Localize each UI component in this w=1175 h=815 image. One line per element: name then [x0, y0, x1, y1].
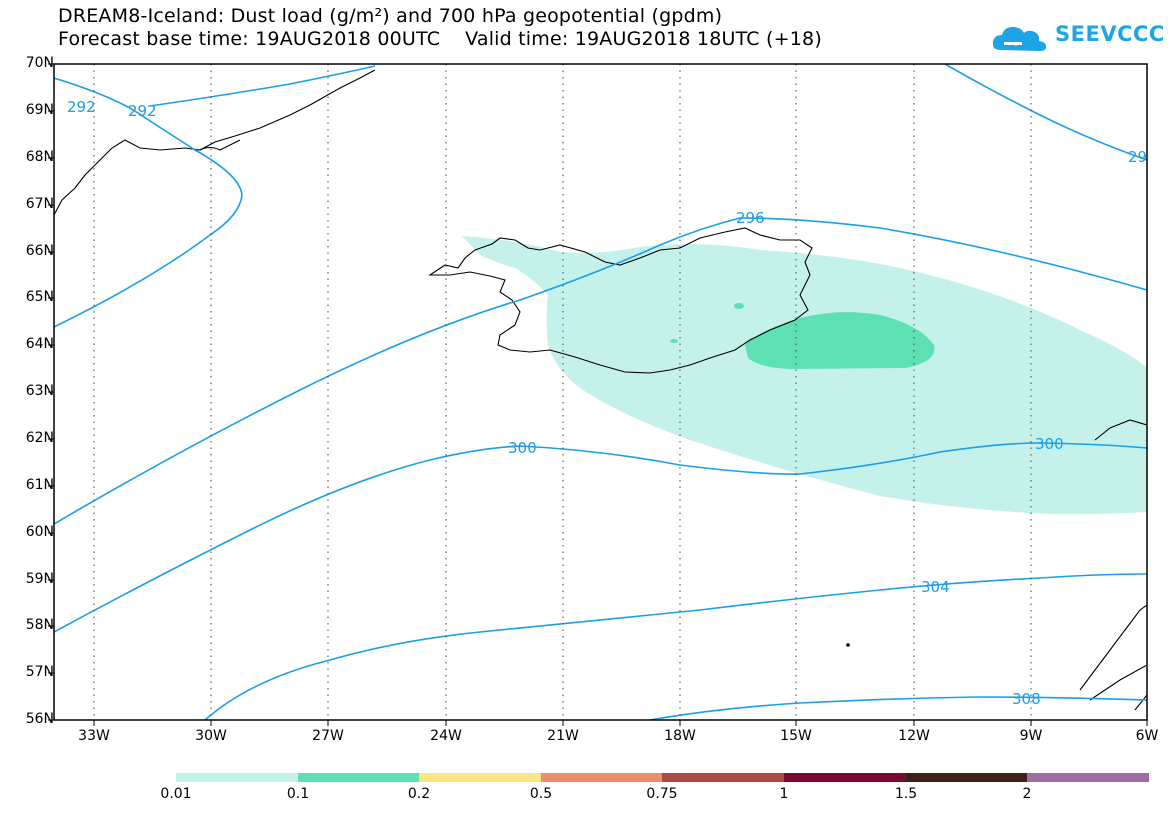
- grid-lines: [93, 64, 1032, 720]
- lon-label: 21W: [547, 728, 579, 744]
- lon-label: 15W: [780, 728, 812, 744]
- lat-label: 69N: [25, 102, 54, 118]
- contour-label-304: 304: [921, 578, 950, 596]
- lon-label: 9W: [1019, 728, 1043, 744]
- lon-label: 24W: [430, 728, 462, 744]
- lat-label: 68N: [25, 149, 54, 165]
- contour-label-292b: 292: [128, 102, 157, 120]
- dust-spot: [670, 339, 678, 343]
- lon-label: 6W: [1135, 728, 1159, 744]
- dust-region-mid: [745, 312, 935, 369]
- lon-label: 18W: [664, 728, 696, 744]
- lat-label: 67N: [25, 196, 54, 212]
- lat-label: 70N: [25, 55, 54, 71]
- colorbar-label: 0.2: [407, 786, 431, 802]
- logo-text: SEEVCCC: [1055, 22, 1165, 46]
- colorbar-label: 0.75: [646, 786, 678, 802]
- colorbar: [176, 773, 1149, 782]
- chart-subtitle: Forecast base time: 19AUG2018 00UTC Vali…: [58, 28, 822, 50]
- colorbar-label: 1: [779, 786, 789, 802]
- colorbar-label: 0.5: [529, 786, 553, 802]
- contour-label-29: 29: [1128, 148, 1147, 166]
- lon-label: 30W: [195, 728, 227, 744]
- lat-label: 63N: [25, 383, 54, 399]
- contour-label-308: 308: [1012, 690, 1041, 708]
- lat-label: 65N: [25, 289, 54, 305]
- lon-label: 27W: [312, 728, 344, 744]
- geopotential-contours: [54, 64, 1147, 720]
- lat-label: 56N: [25, 711, 54, 727]
- lat-label: 62N: [25, 430, 54, 446]
- colorbar-label: 0.01: [160, 786, 192, 802]
- cloud-logo-icon: [992, 27, 1047, 51]
- dust-spot: [734, 303, 744, 309]
- dust-region-low: [462, 236, 1147, 515]
- lat-label: 66N: [25, 243, 54, 259]
- lat-label: 64N: [25, 336, 54, 352]
- lat-label: 61N: [25, 477, 54, 493]
- coastline: [54, 69, 1147, 711]
- lon-label: 33W: [78, 728, 110, 744]
- tick-marks: [48, 63, 1148, 726]
- colorbar-label: 2: [1022, 786, 1032, 802]
- chart-title: DREAM8-Iceland: Dust load (g/m²) and 700…: [58, 5, 723, 27]
- contour-label-300a: 300: [508, 439, 537, 457]
- lat-label: 58N: [25, 617, 54, 633]
- contour-label-296: 296: [736, 209, 765, 227]
- contour-label-292a: 292: [67, 98, 96, 116]
- colorbar-label: 1.5: [894, 786, 918, 802]
- lat-label: 57N: [25, 664, 54, 680]
- colorbar-label: 0.1: [286, 786, 310, 802]
- lat-label: 60N: [25, 524, 54, 540]
- contour-labels: 292 292 296 300 300 304 308 29: [67, 98, 1147, 708]
- contour-label-300b: 300: [1035, 435, 1064, 453]
- lon-label: 12W: [898, 728, 930, 744]
- lat-label: 59N: [25, 571, 54, 587]
